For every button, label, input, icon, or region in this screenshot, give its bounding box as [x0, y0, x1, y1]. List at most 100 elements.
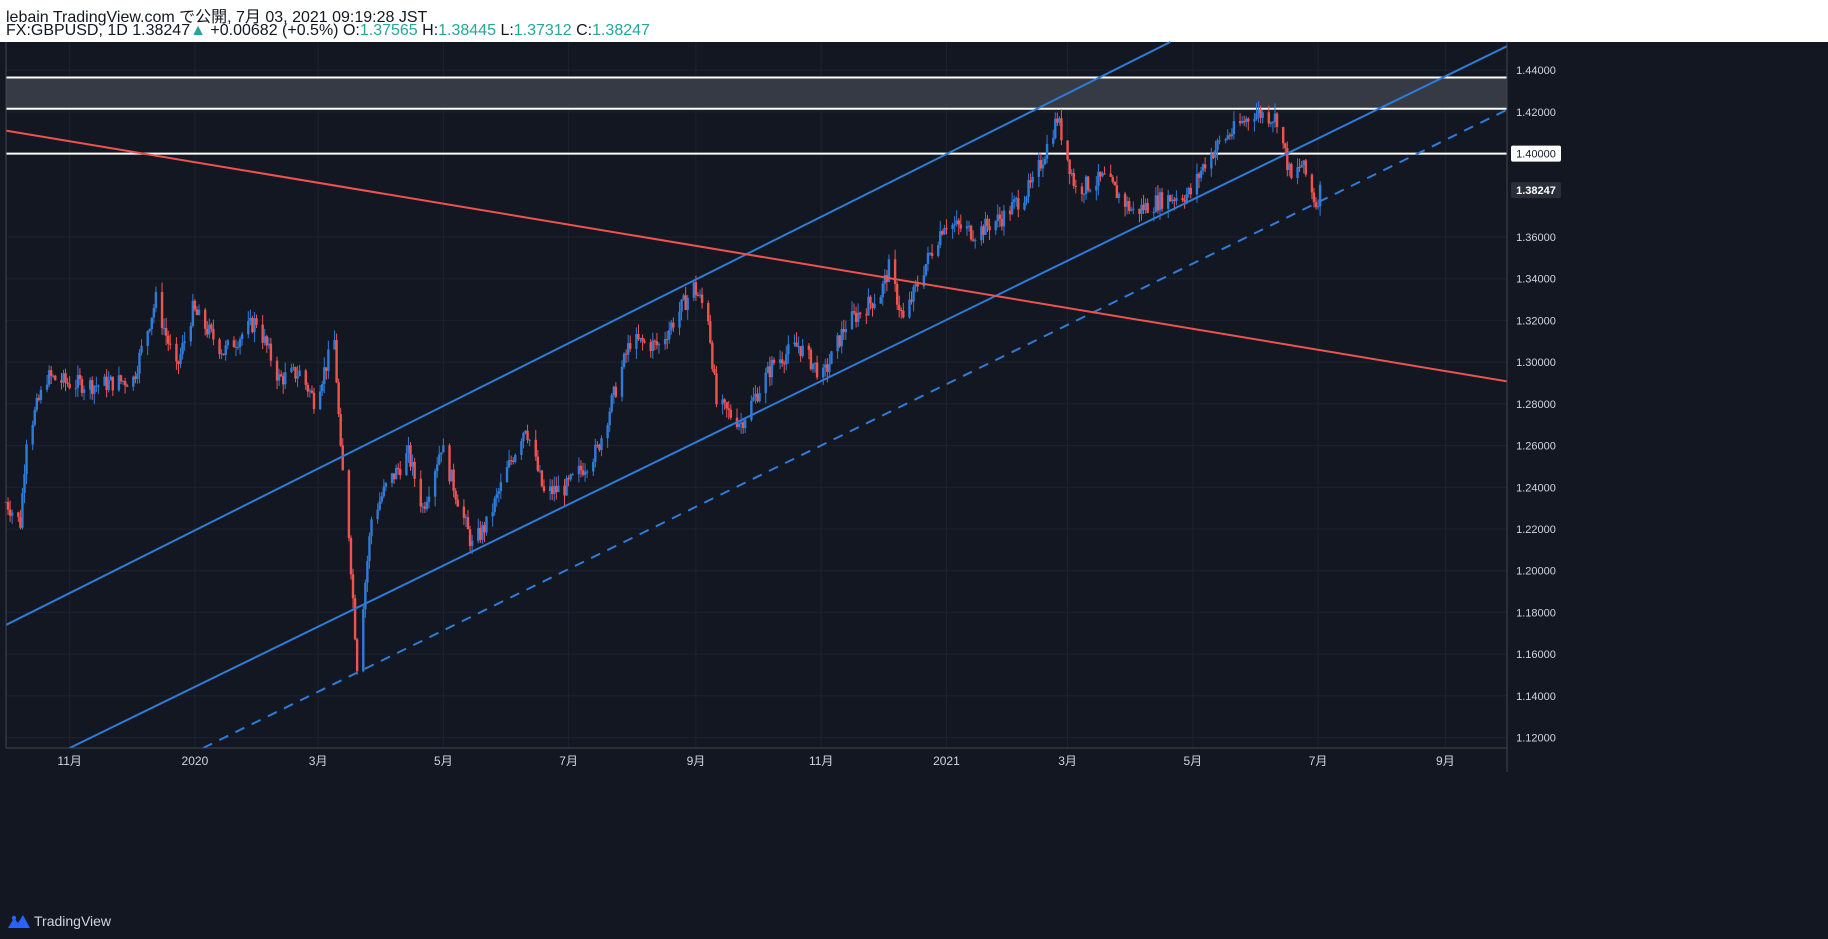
- candle-body: [353, 598, 357, 640]
- candle-body: [125, 385, 129, 387]
- candle-body: [795, 342, 798, 347]
- candle: [1160, 187, 1164, 213]
- candle: [249, 309, 252, 326]
- candle: [542, 479, 546, 494]
- candle: [686, 294, 689, 320]
- candle: [47, 365, 51, 388]
- candle-body: [744, 419, 747, 429]
- candle-body: [1160, 192, 1164, 209]
- candle: [481, 521, 484, 544]
- candle-body: [1275, 113, 1279, 128]
- candle-body: [1199, 171, 1203, 178]
- candle-body: [709, 321, 712, 343]
- candle-body: [606, 425, 609, 439]
- candle-body: [419, 478, 422, 507]
- candle: [980, 220, 983, 246]
- candle: [1142, 194, 1145, 215]
- candle-body: [52, 375, 55, 377]
- candle: [1316, 199, 1320, 210]
- candle: [10, 509, 14, 524]
- candle: [643, 338, 646, 344]
- candle-body: [1267, 112, 1271, 124]
- candle: [1195, 163, 1199, 203]
- candle-body: [766, 366, 769, 373]
- candle: [64, 368, 67, 392]
- candle-body: [95, 385, 98, 387]
- candle: [132, 375, 135, 391]
- candle: [405, 445, 408, 476]
- candle: [1125, 196, 1129, 215]
- candle: [926, 246, 930, 272]
- candle: [193, 299, 197, 312]
- candle: [226, 339, 229, 350]
- candle-body: [378, 501, 381, 510]
- y-tick-label: 1.34000: [1516, 274, 1556, 286]
- x-tick-label: 9月: [1436, 754, 1455, 768]
- candle-body: [88, 380, 92, 390]
- candle: [996, 204, 999, 228]
- candle-body: [867, 296, 870, 316]
- candle: [965, 220, 969, 236]
- candle-body: [924, 264, 928, 276]
- chart-header: lebain TradingView.com で公開, 7月 03, 2021 …: [0, 0, 1828, 42]
- candle-body: [1037, 160, 1041, 177]
- candle-body: [526, 430, 529, 440]
- candle: [433, 468, 437, 507]
- candle: [349, 535, 353, 580]
- y-tick-label: 1.20000: [1516, 566, 1556, 578]
- symbol-label[interactable]: FX:GBPUSD, 1D: [6, 22, 128, 39]
- candle-body: [505, 467, 509, 483]
- candle-body: [39, 389, 43, 401]
- candle-body: [692, 282, 696, 298]
- candle: [103, 373, 106, 386]
- candle-body: [678, 311, 681, 328]
- candle-body: [842, 329, 845, 333]
- candle: [766, 361, 769, 374]
- candle-body: [323, 367, 326, 385]
- candle-body: [787, 344, 790, 355]
- candle-body: [553, 485, 556, 494]
- candle: [125, 383, 129, 387]
- candle: [721, 394, 724, 415]
- candle-body: [881, 283, 884, 298]
- candle: [998, 207, 1002, 228]
- change-value: +0.00682 (+0.5%): [210, 22, 339, 39]
- candle-body: [282, 376, 285, 385]
- candle-body: [218, 339, 221, 354]
- candle-body: [939, 231, 942, 246]
- candle: [436, 456, 439, 478]
- candle: [828, 353, 831, 378]
- candle-body: [1284, 143, 1287, 149]
- candle: [768, 356, 772, 387]
- candle-body: [193, 300, 197, 310]
- candle: [902, 302, 905, 319]
- candle: [140, 339, 143, 356]
- candle: [1008, 205, 1012, 221]
- candle-body: [1080, 186, 1084, 195]
- candle: [491, 503, 494, 527]
- candle: [97, 384, 100, 395]
- candle-body: [1255, 113, 1258, 120]
- candle-body: [557, 485, 560, 493]
- candle-body: [583, 471, 587, 475]
- candle: [39, 386, 43, 404]
- candle-body: [721, 399, 724, 405]
- candle: [1056, 112, 1059, 126]
- candle: [1082, 193, 1086, 204]
- candle-body: [1171, 199, 1174, 202]
- candle-body: [1218, 140, 1221, 142]
- candle-body: [1226, 135, 1229, 140]
- candle-body: [840, 329, 843, 347]
- candle: [1029, 173, 1032, 189]
- candle-body: [912, 286, 915, 302]
- candle: [93, 384, 96, 405]
- candle-body: [764, 372, 767, 394]
- candle: [105, 369, 108, 398]
- candle: [520, 438, 523, 461]
- candle: [1000, 210, 1004, 231]
- candle: [162, 318, 166, 336]
- candle: [885, 269, 889, 292]
- candle-body: [668, 330, 671, 340]
- candle: [477, 518, 480, 544]
